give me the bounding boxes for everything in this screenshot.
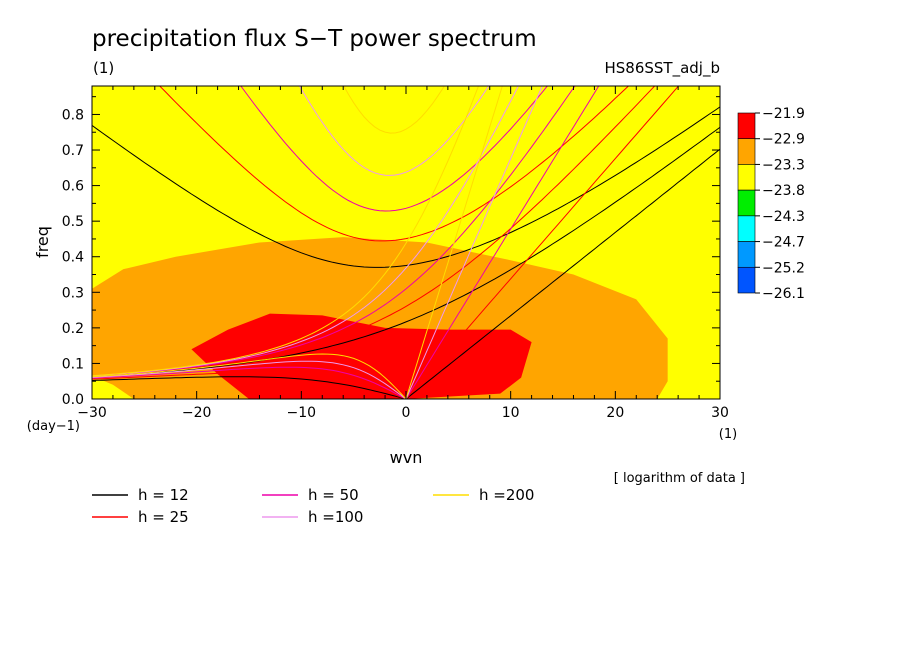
colorbar-swatch [737, 138, 756, 165]
dispersion-curve-h100-kelvin [405, 86, 543, 399]
legend-label-h25: h = 25 [138, 508, 189, 526]
x-tick-label: −10 [287, 405, 317, 421]
dispersion-curve-h12-mrg [92, 126, 720, 378]
y-tick-label: 0.7 [62, 143, 84, 159]
colorbar-swatch [737, 112, 756, 140]
dispersion-curve-h50-ig1 [240, 86, 548, 212]
y-tick-label: 0.2 [62, 321, 84, 337]
colorbar-level-label: −25.2 [762, 260, 805, 276]
dispersion-legend: h = 12 h = 25 h = 50 h =100 h =200 [92, 486, 534, 526]
axis-ticks: −30 −20 −10 0 10 20 30 0.0 0.1 0.2 0.3 0.4 0.5 0.6 0.7… [62, 86, 729, 421]
dispersion-curve-h12-rossby1 [92, 376, 407, 399]
dispersion-curve-h12-kelvin [405, 148, 720, 399]
colorbar-swatch [737, 266, 756, 294]
colorbar-level-label: −26.1 [762, 286, 805, 302]
colorbar-level-label: −23.3 [762, 157, 805, 173]
dispersion-curve-h25-mrg [92, 86, 656, 378]
legend-label-h50: h = 50 [308, 486, 359, 504]
y-tick-label: 0.0 [62, 392, 84, 408]
x-tick-label: 30 [711, 405, 729, 421]
y-tick-label: 0.1 [62, 356, 84, 372]
y-tick-label: 0.4 [62, 250, 84, 266]
dispersion-curve-h25-kelvin [405, 86, 680, 399]
colorbar-swatch [737, 215, 756, 242]
dispersion-curve-h50-mrg [92, 86, 576, 377]
colorbar-level-label: −22.9 [762, 132, 805, 148]
y-tick-label: 0.5 [62, 214, 84, 230]
dispersion-curve-h25-ig1 [159, 86, 630, 242]
dispersion-curve-h200-ig1 [343, 86, 445, 134]
colorbar-level-label: −24.7 [762, 235, 805, 251]
dispersion-curve-h200-mrg [92, 86, 480, 377]
plot-area [92, 86, 720, 399]
colorbar-swatch [737, 241, 756, 268]
colorbar-level-label: −24.3 [762, 209, 805, 225]
legend-label-h12: h = 12 [138, 486, 189, 504]
colorbar-swatch [737, 189, 756, 217]
y-tick-label: 0.6 [62, 179, 84, 195]
dispersion-curve-h50-rossby1 [92, 366, 407, 399]
data-note: [ logarithm of data ] [614, 471, 745, 486]
dispersion-curve-h12-ig1 [92, 106, 720, 268]
y-tick-label: 0.3 [62, 285, 84, 301]
units-label: (1) [93, 59, 114, 77]
x-tick-label: 20 [606, 405, 624, 421]
dispersion-curve-h200-kelvin [405, 86, 503, 399]
colorbar-level-label: −23.8 [762, 183, 805, 199]
dispersion-curve-h100-mrg [92, 86, 519, 377]
dispersion-curve-h100-ig1 [298, 86, 490, 176]
y-axis-title: freq [33, 226, 52, 258]
x-tick-label: 10 [502, 405, 520, 421]
y-unit-label: (day−1) [27, 419, 80, 434]
run-name: HS86SST_adj_b [605, 59, 721, 78]
colorbar: −21.9 −22.9 −23.3 −23.8 −24.3 −24.7 −25.2 −26.1 [737, 106, 805, 302]
x-axis-title: wvn [390, 448, 423, 467]
dispersion-curve-h50-kelvin [405, 86, 600, 399]
dispersion-curve-h200-rossby1 [92, 353, 407, 399]
x-tick-label: 0 [402, 405, 411, 421]
dispersion-curve-h25-rossby1 [92, 371, 407, 399]
x-unit-label: (1) [719, 427, 737, 442]
dispersion-curves [92, 86, 720, 399]
colorbar-level-label: −21.9 [762, 106, 805, 122]
y-tick-label: 0.8 [62, 107, 84, 123]
x-tick-label: −20 [182, 405, 212, 421]
legend-label-h200: h =200 [479, 486, 534, 504]
chart-title: precipitation flux S−T power spectrum [92, 26, 537, 52]
colorbar-swatch [737, 164, 756, 191]
legend-label-h100: h =100 [308, 508, 363, 526]
x-tick-label: −30 [77, 405, 107, 421]
dispersion-curve-h100-rossby1 [92, 360, 407, 399]
